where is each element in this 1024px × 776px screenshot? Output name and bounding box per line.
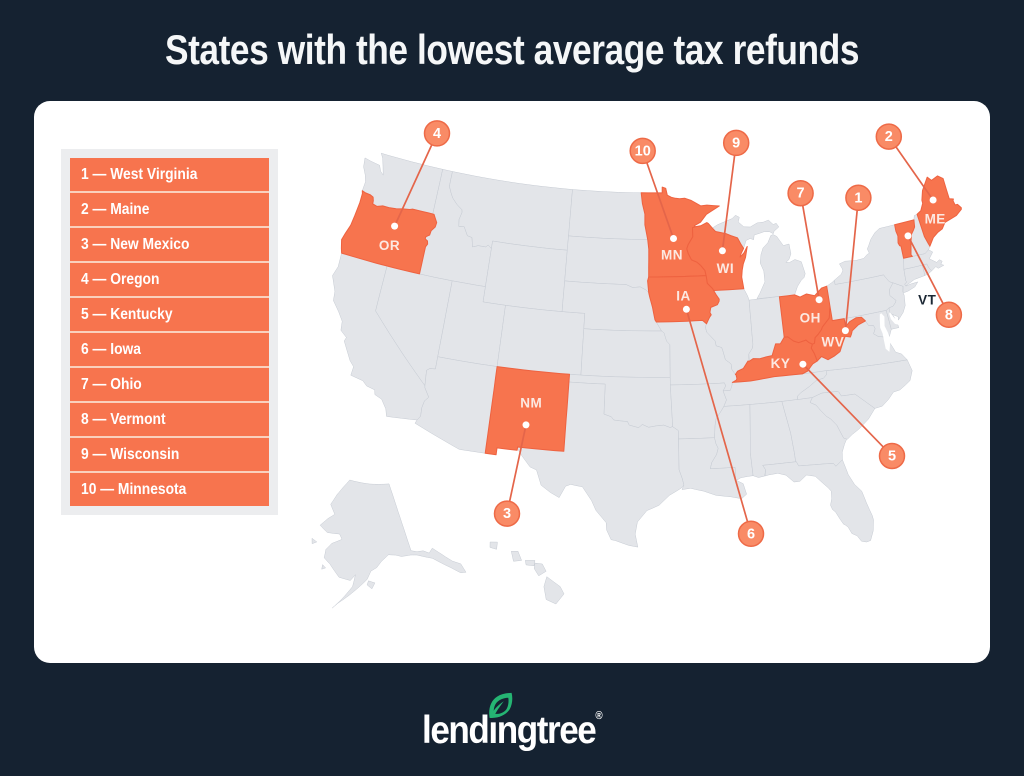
svg-text:WV: WV bbox=[822, 335, 845, 350]
svg-text:10: 10 bbox=[635, 143, 651, 159]
svg-text:5: 5 bbox=[888, 449, 896, 465]
svg-text:WI: WI bbox=[717, 261, 735, 276]
svg-text:IA: IA bbox=[676, 289, 691, 304]
svg-text:8: 8 bbox=[945, 307, 953, 323]
svg-text:OH: OH bbox=[800, 311, 821, 326]
svg-text:4: 4 bbox=[433, 126, 441, 142]
svg-text:KY: KY bbox=[771, 356, 791, 371]
svg-text:OR: OR bbox=[379, 238, 400, 253]
svg-text:VT: VT bbox=[918, 292, 937, 307]
svg-text:ME: ME bbox=[925, 212, 946, 227]
svg-text:NM: NM bbox=[520, 396, 542, 411]
svg-text:2: 2 bbox=[885, 129, 893, 145]
svg-text:MN: MN bbox=[661, 248, 683, 263]
svg-text:7: 7 bbox=[797, 186, 805, 202]
svg-text:1: 1 bbox=[854, 190, 862, 206]
svg-text:6: 6 bbox=[747, 526, 755, 542]
svg-text:3: 3 bbox=[503, 506, 511, 522]
svg-text:9: 9 bbox=[732, 135, 740, 151]
